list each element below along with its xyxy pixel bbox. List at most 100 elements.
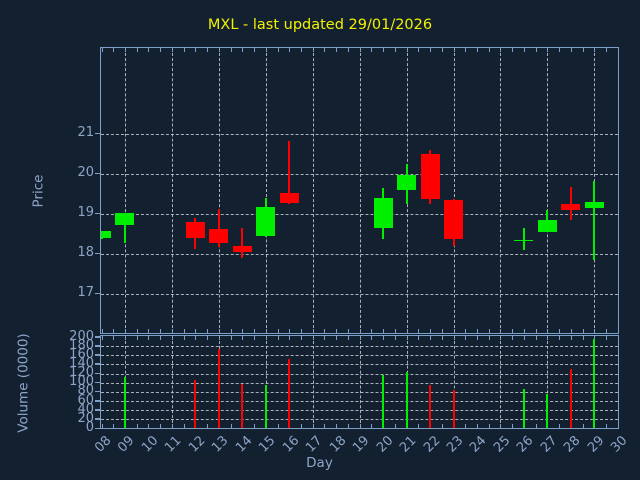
bottom-tick-mark (160, 329, 162, 333)
x-tick-label: 29 (584, 433, 608, 456)
bottom-tick-mark (523, 329, 525, 333)
price-y-tick-mark (95, 252, 100, 254)
bottom-tick-mark (230, 424, 232, 428)
top-tick-mark (101, 48, 103, 52)
bottom-tick-mark (183, 424, 185, 428)
price-vertical-gridline (500, 48, 502, 333)
top-tick-mark (289, 336, 291, 340)
top-tick-mark (559, 336, 561, 340)
bottom-tick-mark (312, 424, 314, 428)
bottom-tick-mark (207, 424, 209, 428)
top-tick-mark (336, 336, 338, 340)
volume-tick-label: 200 (69, 328, 94, 344)
x-tick-label: 09 (115, 433, 138, 456)
top-tick-mark (242, 48, 244, 52)
price-y-tick-mark (95, 172, 100, 174)
top-tick-mark (617, 48, 618, 52)
bottom-tick-mark (300, 424, 302, 428)
volume-horizontal-gridline (101, 355, 618, 357)
top-tick-mark (430, 48, 432, 52)
candle-wick (123, 213, 126, 244)
candle-body (373, 198, 393, 229)
bottom-tick-mark (477, 329, 479, 333)
top-tick-mark (371, 48, 373, 52)
volume-horizontal-gridline (101, 364, 618, 366)
top-tick-mark (500, 336, 502, 340)
price-y-tick-mark (95, 292, 100, 294)
top-tick-mark (512, 48, 514, 52)
volume-y-tick-mark (95, 336, 100, 338)
top-tick-mark (207, 336, 209, 340)
volume-horizontal-gridline (101, 373, 618, 375)
top-tick-mark (394, 48, 396, 52)
bottom-tick-mark (347, 424, 349, 428)
top-tick-mark (254, 48, 256, 52)
bottom-tick-mark (465, 424, 467, 428)
candle-wick (217, 209, 220, 248)
bottom-tick-mark (113, 329, 115, 333)
x-tick-label: 23 (444, 433, 467, 456)
volume-plot-area (100, 335, 619, 429)
x-tick-label: 10 (139, 433, 162, 456)
x-tick-label: 25 (491, 433, 514, 456)
bottom-tick-mark (289, 329, 291, 333)
top-tick-mark (418, 336, 420, 340)
bottom-tick-mark (441, 329, 443, 333)
top-tick-mark (136, 336, 138, 340)
volume-y-tick-mark (95, 363, 100, 365)
x-tick-label: 17 (303, 433, 326, 456)
price-tick-label: 19 (77, 204, 94, 220)
bottom-tick-mark (500, 329, 502, 333)
top-tick-mark (488, 336, 490, 340)
volume-bar (382, 374, 385, 428)
volume-vertical-gridline (265, 336, 267, 428)
volume-bar (241, 384, 244, 428)
top-tick-mark (570, 336, 572, 340)
volume-vertical-gridline (453, 336, 455, 428)
volume-tick-label: 140 (69, 355, 94, 371)
top-tick-mark (148, 336, 150, 340)
bottom-tick-mark (383, 329, 385, 333)
candle-wick (522, 227, 525, 250)
volume-y-tick-mark (95, 418, 100, 420)
bottom-tick-mark (277, 424, 279, 428)
candle-wick (569, 186, 572, 220)
top-tick-mark (418, 48, 420, 52)
top-tick-mark (406, 48, 408, 52)
volume-bar (569, 369, 572, 428)
top-tick-mark (465, 336, 467, 340)
top-tick-mark (230, 48, 232, 52)
bottom-tick-mark (606, 424, 608, 428)
bottom-tick-mark (617, 424, 618, 428)
top-tick-mark (101, 336, 103, 340)
candle-body (209, 229, 229, 244)
x-tick-label: 26 (514, 433, 537, 456)
top-tick-mark (265, 336, 267, 340)
top-tick-mark (383, 336, 385, 340)
top-tick-mark (594, 336, 596, 340)
bottom-tick-mark (136, 329, 138, 333)
x-tick-label: 22 (420, 433, 443, 456)
bottom-tick-mark (535, 329, 537, 333)
top-tick-mark (254, 336, 256, 340)
volume-tick-label: 40 (77, 401, 94, 417)
top-tick-mark (300, 48, 302, 52)
top-tick-mark (300, 336, 302, 340)
x-tick-label: 28 (561, 433, 584, 456)
top-tick-mark (265, 48, 267, 52)
price-vertical-gridline (547, 48, 549, 333)
volume-y-tick-mark (95, 400, 100, 402)
volume-horizontal-gridline (101, 401, 618, 403)
top-tick-mark (394, 336, 396, 340)
price-vertical-gridline (359, 48, 361, 333)
bottom-tick-mark (230, 329, 232, 333)
top-tick-mark (453, 48, 455, 52)
bottom-tick-mark (582, 424, 584, 428)
top-tick-mark (606, 48, 608, 52)
top-tick-mark (477, 336, 479, 340)
top-tick-mark (347, 48, 349, 52)
bottom-tick-mark (418, 424, 420, 428)
volume-tick-label: 180 (69, 337, 94, 353)
price-vertical-gridline (218, 48, 220, 333)
